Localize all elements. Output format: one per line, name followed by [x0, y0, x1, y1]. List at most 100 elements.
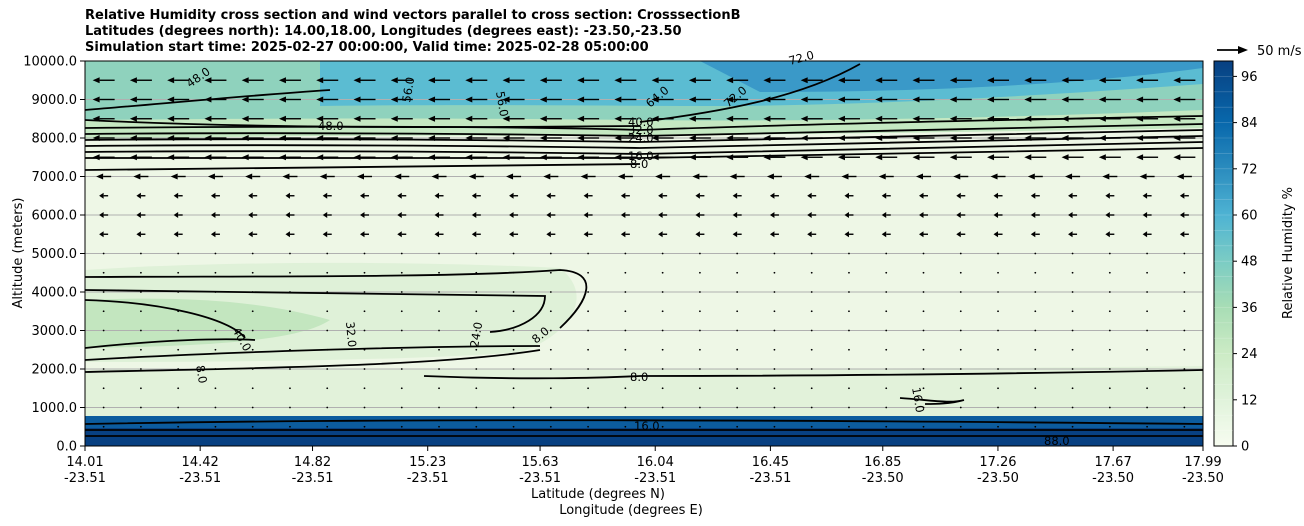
wind-vector [475, 329, 478, 332]
wind-vector [1146, 406, 1148, 409]
contour-label: 32.0 [343, 321, 359, 348]
wind-vector [959, 368, 962, 370]
wind-vector [326, 291, 329, 293]
wind-vector-head [1061, 135, 1069, 141]
wind-vector-head [465, 96, 473, 103]
wind-vector-head [278, 115, 286, 122]
wind-vector [475, 291, 478, 293]
wind-vector-head [1065, 173, 1073, 180]
wind-vector-head [431, 173, 439, 180]
wind-vector [624, 271, 627, 274]
wind-vector-head [763, 96, 771, 103]
wind-vector-head [1179, 231, 1185, 238]
wind-vector [289, 310, 291, 313]
wind-vector [810, 387, 813, 390]
wind-vector-head [204, 96, 212, 103]
wind-vector-head [1136, 77, 1144, 84]
wind-vector [400, 271, 403, 274]
wind-vector-head [241, 154, 249, 161]
wind-vector [997, 406, 999, 409]
wind-vector [848, 387, 850, 390]
wind-vector-head [278, 135, 286, 141]
wind-vector [177, 329, 180, 332]
wind-vector [475, 348, 478, 351]
wind-vector [177, 425, 180, 428]
wind-vector [810, 406, 813, 409]
wind-vector [699, 348, 701, 351]
wind-vector-head [1136, 96, 1144, 103]
x-tick-label-lat: 15.63 [521, 455, 558, 470]
colorbar-tick-label: 36 [1241, 301, 1258, 316]
wind-vector [699, 406, 701, 409]
wind-vector [997, 329, 999, 332]
wind-vector-head [316, 135, 324, 141]
wind-vector [587, 310, 589, 313]
wind-vector [810, 425, 813, 428]
contour-label: 16.0 [634, 419, 660, 433]
wind-vector-head [1142, 231, 1148, 238]
wind-vector [140, 310, 142, 313]
x-tick-label-lat: 14.82 [294, 455, 331, 470]
wind-vector-head [210, 192, 216, 199]
wind-vector-head [428, 96, 436, 103]
wind-vector-head [390, 154, 398, 161]
wind-vector-head [282, 173, 290, 180]
wind-vector-head [953, 173, 961, 180]
wind-vector-head [1024, 135, 1032, 141]
wind-vector [624, 310, 627, 313]
wind-vector-head [92, 96, 100, 103]
wind-vector [438, 310, 440, 313]
colorbar-tick-label: 12 [1241, 393, 1258, 408]
wind-vector-head [241, 96, 249, 103]
wind-vector [736, 310, 739, 313]
wind-vector-head [357, 173, 364, 180]
wind-vector [661, 329, 664, 332]
wind-vector [475, 310, 478, 313]
wind-vector-head [1173, 135, 1181, 141]
wind-vector [699, 387, 701, 390]
wind-vector [1034, 406, 1037, 409]
wind-vector [363, 348, 366, 351]
wind-vector [624, 406, 627, 409]
wind-vector-head [695, 212, 700, 218]
wind-vector [475, 271, 478, 274]
wind-vector [959, 310, 962, 313]
wind-vector [1183, 310, 1186, 313]
wind-vector [475, 368, 478, 370]
wind-vector-head [1173, 77, 1181, 84]
wind-vector [922, 348, 925, 351]
wind-vector-head [1024, 96, 1032, 103]
wind-vector [251, 291, 254, 293]
wind-vector-head [173, 212, 179, 218]
wind-vector [885, 425, 888, 428]
wind-vector-head [1061, 115, 1069, 122]
wind-vector [400, 368, 403, 370]
wind-vector [289, 329, 291, 332]
wind-vector [549, 348, 552, 351]
wind-vector [214, 368, 217, 370]
wind-vector-head [204, 115, 212, 122]
wind-vector [922, 310, 925, 313]
wind-vector [177, 387, 180, 390]
wind-vector [512, 329, 515, 332]
x-tick-label-lon: -23.51 [64, 471, 106, 486]
wind-vector-head [92, 135, 100, 141]
wind-vector-head [390, 115, 398, 122]
wind-vector-head [987, 135, 995, 141]
wind-vector [512, 425, 515, 428]
wind-vector-head [577, 154, 585, 161]
wind-vector-head [92, 77, 100, 84]
wind-vector [773, 271, 776, 274]
wind-vector [736, 368, 739, 370]
wind-vector-head [912, 115, 920, 122]
wind-vector-head [1030, 212, 1036, 218]
x-axis-label-latitude: Latitude (degrees N) [531, 487, 665, 502]
wind-vector-head [99, 192, 104, 199]
wind-vector-head [1136, 154, 1144, 161]
wind-vector-head [1136, 135, 1144, 141]
wind-vector [810, 291, 813, 293]
wind-vector [997, 271, 999, 274]
wind-vector-head [360, 212, 365, 218]
y-tick-label: 4000.0 [32, 286, 78, 301]
